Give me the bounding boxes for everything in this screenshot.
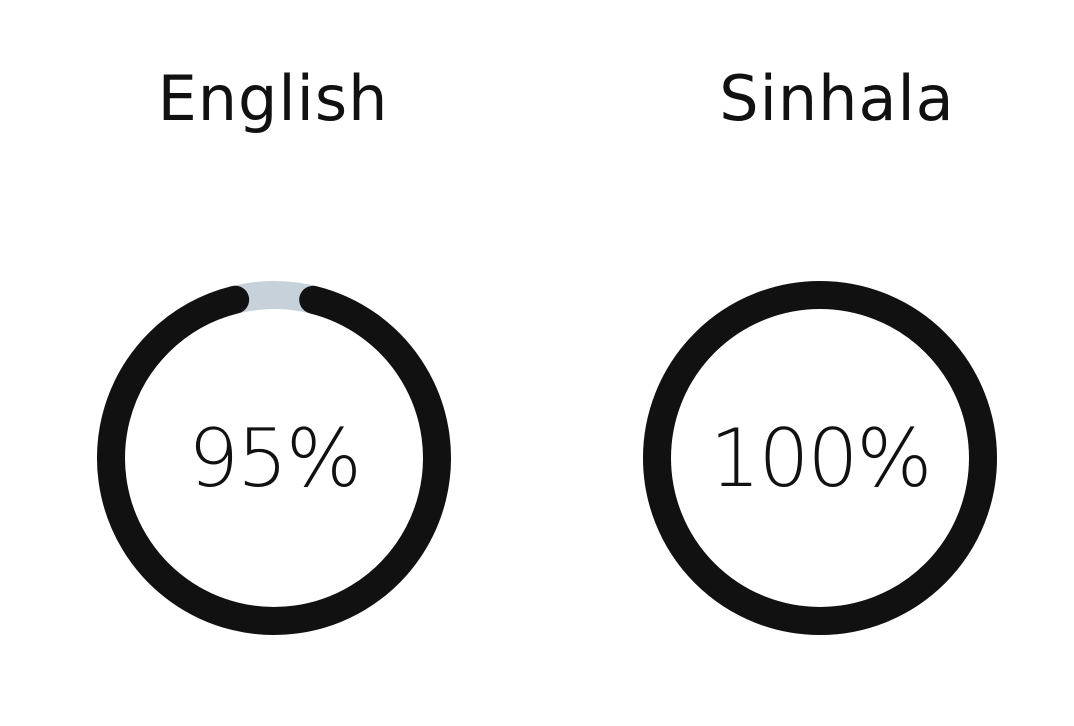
progress-percent-label: 95% [188, 411, 362, 505]
language-panel-sinhala: Sinhala 100% [537, 0, 1074, 726]
progress-percent-label: 100% [709, 411, 933, 505]
progress-ring-graphic [97, 281, 451, 635]
progress-ring-graphic [643, 281, 997, 635]
progress-ring-arc [643, 281, 997, 635]
progress-ring: 95% [96, 280, 452, 636]
language-title: Sinhala [719, 62, 955, 135]
progress-ring: 100% [642, 280, 998, 636]
progress-ring-arc [97, 281, 451, 635]
language-panel-english: English 95% [96, 62, 452, 636]
language-title: English [157, 62, 389, 135]
